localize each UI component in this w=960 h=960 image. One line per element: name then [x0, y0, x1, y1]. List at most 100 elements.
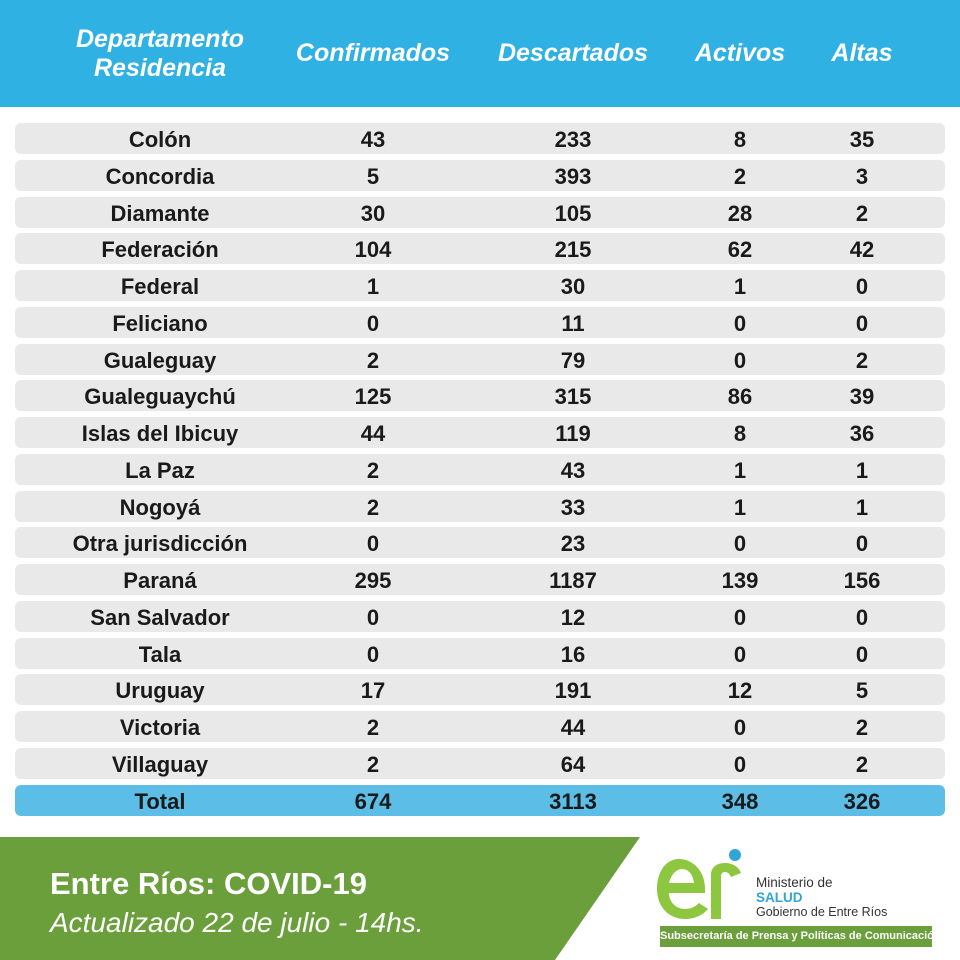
table-row: Feliciano 0 11 0 0	[15, 307, 945, 338]
footer-subtitle: Actualizado 22 de julio - 14hs.	[50, 907, 424, 938]
cell-descartados: 43	[560, 458, 586, 483]
cell-altas: 1	[855, 458, 869, 483]
cell-activos: 0	[733, 348, 747, 373]
cell-altas: 0	[855, 605, 869, 630]
header-confirmados: Confirmados	[295, 39, 451, 67]
cell-activos: 8	[733, 127, 747, 152]
cell-altas: 0	[855, 274, 869, 299]
cell-altas: 36	[849, 421, 875, 446]
cell-descartados: 191	[554, 678, 592, 703]
cell-descartados: 3113	[549, 789, 597, 814]
table-row: Tala 0 16 0 0	[15, 638, 945, 669]
cell-activos: 62	[727, 237, 753, 262]
cell-descartados: 11	[561, 311, 585, 336]
cell-activos: 0	[733, 642, 747, 667]
cell-confirmados: 0	[366, 531, 380, 556]
cell-departamento: Nogoyá	[119, 495, 201, 520]
cell-altas: 39	[849, 384, 875, 409]
cell-departamento: Otra jurisdicción	[72, 531, 248, 556]
cell-departamento: Islas del Ibicuy	[81, 421, 239, 446]
table-header: Departamento Residencia Confirmados Desc…	[0, 0, 960, 107]
cell-altas: 2	[855, 752, 869, 777]
cell-activos: 0	[733, 531, 747, 556]
cell-descartados: 315	[554, 384, 592, 409]
cell-confirmados: 43	[360, 127, 386, 152]
cell-departamento: Victoria	[119, 715, 201, 740]
cell-departamento: Gualeguaychú	[84, 384, 236, 409]
cell-altas: 0	[855, 311, 869, 336]
cell-altas: 2	[855, 348, 869, 373]
table-row: Diamante 30 105 28 2	[15, 197, 945, 228]
table-row: Uruguay 17 191 12 5	[15, 674, 945, 705]
cell-altas: 1	[855, 495, 869, 520]
cell-departamento: Gualeguay	[103, 348, 217, 373]
cell-altas: 156	[843, 568, 881, 593]
table-row: Victoria 2 44 0 2	[15, 711, 945, 742]
cell-confirmados: 30	[360, 201, 386, 226]
cell-altas: 2	[855, 201, 869, 226]
cell-departamento: Villaguay	[111, 752, 209, 777]
header-descartados: Descartados	[497, 39, 649, 67]
cell-departamento: La Paz	[125, 458, 195, 483]
ministerio-label: Ministerio de	[756, 875, 833, 890]
cell-altas: 0	[855, 531, 869, 556]
cell-activos: 2	[733, 164, 747, 189]
cell-confirmados: 295	[354, 568, 392, 593]
table-row: San Salvador 0 12 0 0	[15, 601, 945, 632]
cell-confirmados: 125	[354, 384, 392, 409]
table-row: Villaguay 2 64 0 2	[15, 748, 945, 779]
table-row: La Paz 2 43 1 1	[15, 454, 945, 485]
cell-departamento: Federal	[120, 274, 200, 299]
cell-altas: 35	[849, 127, 875, 152]
cell-departamento: San Salvador	[90, 605, 230, 630]
cell-altas: 5	[855, 678, 869, 703]
cell-altas: 2	[855, 715, 869, 740]
cell-descartados: 119	[555, 421, 591, 446]
cell-descartados: 44	[560, 715, 586, 740]
table-row: Gualeguaychú 125 315 86 39	[15, 380, 945, 411]
cell-activos: 139	[721, 568, 759, 593]
table-row: Gualeguay 2 79 0 2	[15, 344, 945, 375]
cell-confirmados: 104	[354, 237, 392, 262]
cell-descartados: 79	[560, 348, 586, 373]
table-row: Paraná 295 1187 139 156	[15, 564, 945, 595]
subsecretaria-banner: Subsecretaría de Prensa y Políticas de C…	[660, 926, 941, 947]
er-logo-icon	[657, 849, 741, 919]
cell-confirmados: 17	[360, 678, 386, 703]
cell-departamento: Total	[134, 789, 186, 814]
gobierno-label: Gobierno de Entre Ríos	[756, 905, 888, 919]
cell-confirmados: 674	[354, 789, 392, 814]
cell-departamento: Federación	[101, 237, 219, 262]
cell-departamento: Concordia	[105, 164, 215, 189]
cell-departamento: Colón	[128, 127, 192, 152]
total-row: Total 674 3113 348 326	[15, 785, 945, 816]
table-row: Nogoyá 2 33 1 1	[15, 491, 945, 522]
cell-confirmados: 2	[366, 752, 380, 777]
cell-descartados: 33	[560, 495, 586, 520]
cell-departamento: Tala	[138, 642, 182, 667]
cell-descartados: 64	[560, 752, 586, 777]
cell-altas: 42	[849, 237, 875, 262]
cell-activos: 1	[733, 458, 747, 483]
cell-descartados: 23	[560, 531, 586, 556]
cell-descartados: 215	[554, 237, 592, 262]
cell-confirmados: 2	[366, 715, 380, 740]
cell-departamento: Uruguay	[115, 678, 205, 703]
covid-table: Colón 43 233 8 35 Concordia 5 393 2 3 Diamante 30 10…	[0, 107, 960, 822]
header-altas: Altas	[831, 39, 893, 67]
cell-activos: 8	[733, 421, 747, 446]
table-row: Federación 104 215 62 42	[15, 233, 945, 264]
table-row: Islas del Ibicuy 44 119 8 36	[15, 417, 945, 448]
cell-activos: 86	[727, 384, 753, 409]
header-departamento: Departamento Residencia	[75, 24, 245, 82]
cell-confirmados: 0	[366, 642, 380, 667]
cell-altas: 326	[843, 789, 881, 814]
cell-descartados: 105	[554, 201, 592, 226]
cell-departamento: Paraná	[123, 568, 197, 593]
cell-altas: 3	[855, 164, 869, 189]
salud-label: SALUD	[756, 890, 803, 905]
cell-activos: 348	[721, 789, 759, 814]
cell-activos: 0	[733, 752, 747, 777]
footer: Entre Ríos: COVID-19 Actualizado 22 de j…	[0, 837, 960, 960]
cell-departamento: Feliciano	[112, 311, 208, 336]
